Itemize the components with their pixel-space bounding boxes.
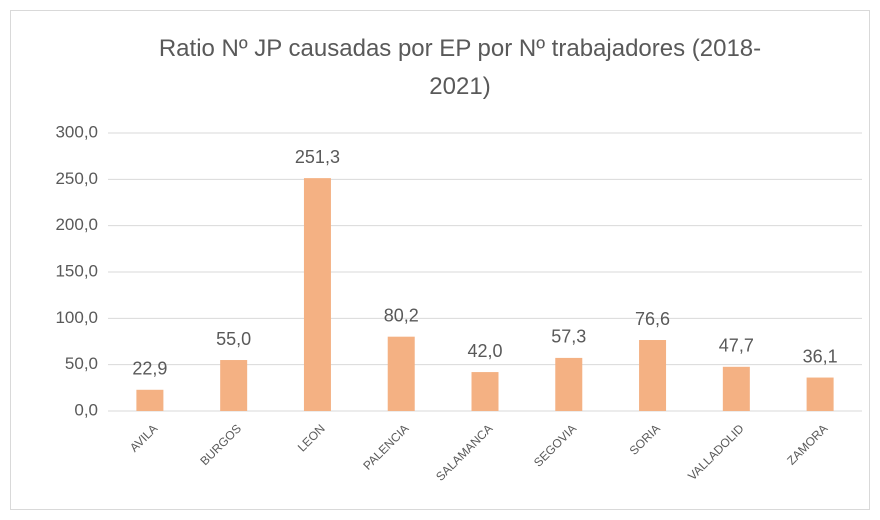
y-tick-label: 0,0	[74, 400, 98, 419]
bar	[136, 389, 164, 411]
bar	[639, 340, 667, 411]
data-label: 57,3	[551, 327, 586, 347]
bar	[471, 372, 499, 411]
chart-title: Ratio Nº JP causadas por EP por Nº traba…	[158, 35, 762, 100]
data-label: 251,3	[295, 147, 340, 167]
bar	[806, 377, 834, 411]
data-label: 47,7	[719, 336, 754, 356]
y-tick-label: 300,0	[55, 122, 98, 141]
y-tick-label: 50,0	[65, 354, 98, 373]
y-tick-label: 250,0	[55, 169, 98, 188]
data-label: 42,0	[467, 341, 502, 361]
data-label: 22,9	[132, 359, 167, 379]
bar	[722, 366, 750, 411]
chart-border	[10, 10, 870, 510]
data-label: 55,0	[216, 329, 251, 349]
bar	[303, 178, 331, 411]
y-tick-label: 200,0	[55, 215, 98, 234]
bar	[555, 357, 583, 411]
data-label: 76,6	[635, 309, 670, 329]
data-label: 80,2	[384, 305, 419, 325]
bar	[220, 360, 248, 411]
bar	[387, 336, 415, 411]
y-tick-label: 150,0	[55, 261, 98, 280]
data-label: 36,1	[803, 346, 838, 366]
y-tick-label: 100,0	[55, 308, 98, 327]
